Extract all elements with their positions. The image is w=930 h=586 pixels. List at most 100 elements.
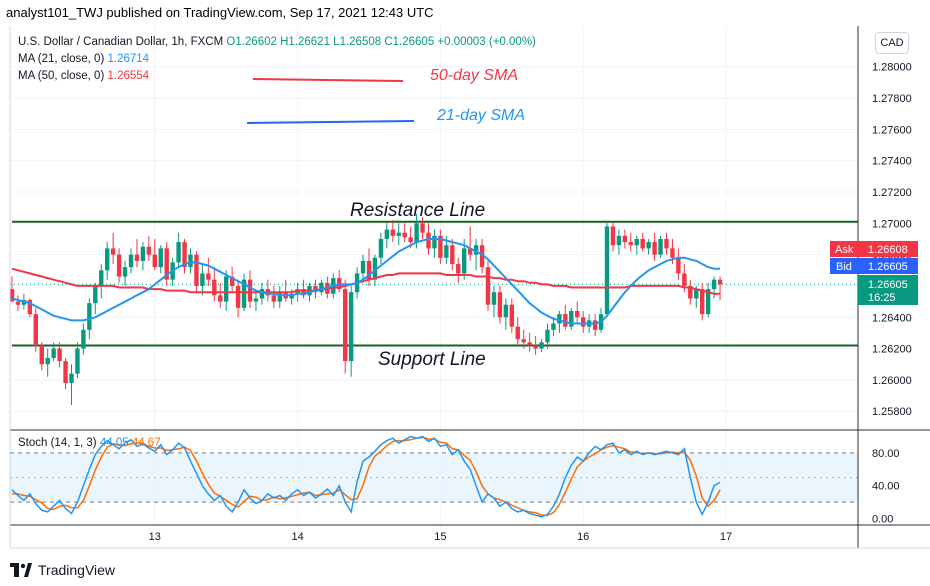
ask-label: Ask — [835, 244, 854, 256]
price-tick-label: 1.27200 — [872, 187, 912, 199]
candle-body — [81, 329, 86, 349]
candle — [194, 251, 199, 293]
candle-body — [539, 342, 544, 349]
candle-body — [99, 270, 104, 286]
candle — [384, 223, 390, 249]
candle-body — [450, 245, 455, 265]
candle-body — [200, 273, 205, 286]
price-tick-label: 1.26200 — [872, 344, 912, 356]
candle-body — [212, 279, 217, 296]
candle — [479, 238, 485, 274]
candle — [348, 285, 354, 377]
legend-ma50-row: MA (50, close, 0) 1.26554 — [18, 68, 536, 85]
stoch-label: Stoch (14, 1, 3) — [18, 437, 97, 449]
candle-body — [462, 248, 467, 274]
candle — [81, 323, 86, 355]
candle — [188, 248, 193, 274]
candle — [545, 323, 550, 349]
candle — [105, 242, 110, 280]
candle — [277, 285, 282, 308]
currency-button[interactable]: CAD — [875, 32, 909, 54]
candle — [337, 270, 342, 293]
candle — [485, 260, 491, 311]
legend-symbol-row: U.S. Dollar / Canadian Dollar, 1h, FXCM … — [18, 34, 536, 51]
candle-body — [384, 229, 390, 239]
candle-body — [247, 279, 253, 302]
candle — [75, 342, 80, 379]
candle-body — [688, 285, 693, 299]
candle — [235, 279, 241, 318]
candle-body — [378, 238, 384, 258]
candle-body — [420, 223, 425, 233]
candle — [57, 342, 62, 368]
stoch-legend: Stoch (14, 1, 3) 44.05 44.67 — [18, 437, 161, 449]
candle-body — [670, 248, 675, 258]
candle-body — [301, 289, 306, 296]
candle — [438, 229, 443, 265]
candle-body — [616, 235, 622, 246]
candle-body — [51, 348, 56, 358]
ma50-line — [11, 267, 721, 295]
bid-flag: Bid 1.26605 — [830, 258, 918, 274]
candle-body — [343, 289, 348, 362]
legend-ma50-value: 1.26554 — [107, 70, 150, 82]
candle-body — [194, 254, 199, 286]
ask-flag: Ask 1.26608 — [830, 241, 918, 257]
candle — [212, 267, 217, 302]
candle — [432, 229, 437, 258]
candle — [634, 235, 639, 255]
candle — [164, 242, 169, 286]
bid-value: 1.26605 — [868, 261, 908, 273]
candle-body — [39, 345, 44, 365]
candle — [456, 257, 461, 283]
candle — [610, 223, 616, 252]
candle-body — [319, 282, 324, 293]
candle — [176, 232, 181, 268]
candle-body — [229, 276, 235, 286]
candle — [283, 279, 288, 302]
candle-body — [122, 267, 128, 277]
price-tick-label: 1.27600 — [872, 124, 912, 136]
candle — [557, 310, 562, 333]
candle — [218, 282, 223, 308]
candle — [319, 279, 324, 296]
candle-body — [467, 248, 473, 255]
candle-body — [69, 373, 74, 384]
candle — [491, 285, 497, 318]
candle-body — [128, 254, 134, 268]
candle-body — [664, 238, 669, 249]
candle — [224, 270, 229, 311]
candle-body — [640, 238, 645, 249]
candle-body — [700, 289, 705, 315]
candle-body — [491, 292, 497, 305]
candle-body — [717, 279, 723, 285]
candle — [116, 248, 122, 283]
candle-body — [503, 304, 509, 318]
candle — [676, 248, 681, 280]
footer-brand[interactable]: TradingView — [10, 558, 115, 582]
stoch-k-value: 44.05 — [99, 437, 129, 449]
candle — [581, 310, 586, 333]
candle-body — [622, 235, 628, 243]
sma21-annotation: 21-day SMA — [436, 107, 525, 124]
last-price-value: 1.26605 — [868, 279, 908, 291]
candle — [63, 357, 68, 390]
price-tick-label: 1.27400 — [872, 156, 912, 168]
price-tick-label: 1.25800 — [872, 406, 912, 418]
candle-body — [521, 339, 526, 343]
candle-body — [277, 292, 282, 302]
candle-body — [33, 314, 38, 346]
candle-body — [348, 292, 354, 362]
candle-body — [206, 273, 211, 280]
candle — [247, 270, 253, 308]
candle — [527, 332, 532, 352]
candle — [646, 238, 651, 255]
candle — [473, 238, 479, 271]
stoch-axis-labels: 80.00 40.00 0.00 — [872, 448, 900, 526]
candle-body — [604, 226, 610, 315]
candle — [229, 267, 235, 293]
time-tick-label: 15 — [434, 531, 446, 543]
candle — [420, 217, 425, 239]
candle — [110, 232, 116, 265]
